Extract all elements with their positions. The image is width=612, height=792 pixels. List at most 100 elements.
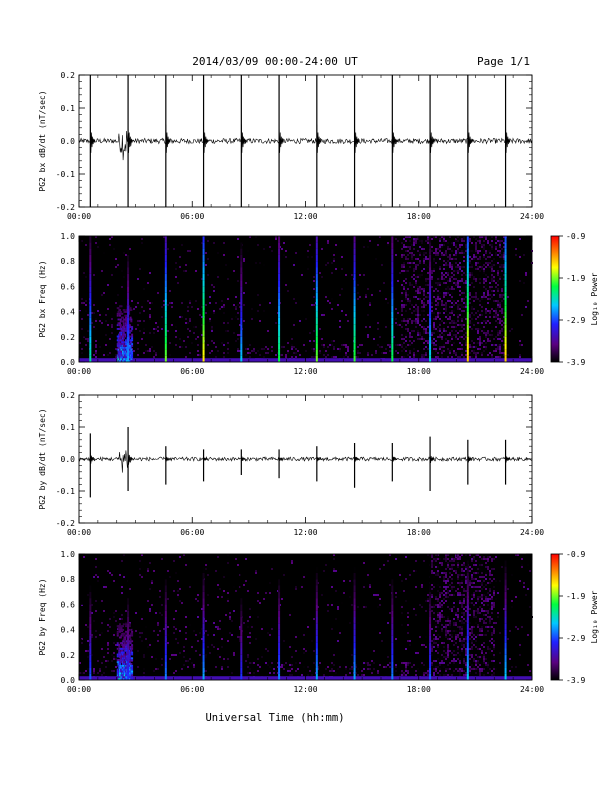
- panel-3-speckle-cell: [247, 626, 249, 628]
- panel-3-speckle-cell: [447, 664, 449, 666]
- panel-1-speckle-cell: [459, 356, 461, 358]
- panel-1-speckle-cell: [285, 284, 287, 286]
- panel-3-speckle-cell: [507, 638, 509, 640]
- panel-1-speckle-cell: [295, 352, 297, 354]
- panel-1-speckle-cell: [339, 348, 341, 350]
- panel-1-speckle-cell: [417, 320, 419, 322]
- panel-3-stripe-segment: [391, 572, 394, 580]
- panel-1-speckle-cell: [439, 324, 441, 326]
- panel-1-speckle-cell: [495, 246, 497, 248]
- panel-1-speckle-cell: [291, 356, 293, 358]
- panel-1-burst-cell: [119, 322, 122, 325]
- panel-1-speckle-cell: [327, 242, 329, 244]
- panel-1-stripe-segment: [240, 330, 243, 337]
- panel-1-speckle-cell: [415, 264, 417, 266]
- panel-3-speckle-cell: [265, 592, 267, 594]
- panel-3-speckle-cell: [441, 614, 443, 616]
- panel-1-speckle-cell: [313, 356, 315, 358]
- panel-3-speckle-cell: [445, 568, 447, 570]
- panel-1-speckle-cell: [443, 328, 445, 330]
- panel-1-speckle-cell: [407, 330, 409, 332]
- panel-1-speckle-cell: [471, 356, 473, 358]
- panel-3-speckle-cell: [465, 666, 467, 668]
- panel-1-speckle-cell: [223, 356, 225, 358]
- panel-1-burst-cell: [125, 310, 128, 313]
- panel-3-speckle-cell: [267, 664, 269, 666]
- panel-1-stripe-segment: [466, 330, 469, 337]
- panel-1-speckle-cell: [413, 356, 415, 358]
- panel-1-speckle-cell: [423, 290, 425, 292]
- panel-1-speckle-cell: [413, 244, 415, 246]
- panel-1-speckle-cell: [471, 328, 473, 330]
- panel-1-speckle-cell: [393, 298, 395, 300]
- panel-3-speckle-cell: [327, 610, 329, 612]
- panel-1-speckle-cell: [415, 354, 417, 356]
- panel-1-speckle-cell: [465, 286, 467, 288]
- panel-1-speckle-cell: [465, 280, 467, 282]
- panel-3-burst-cell: [122, 668, 125, 671]
- panel-3-speckle-cell: [471, 560, 473, 562]
- panel-3-burst-cell: [122, 645, 125, 648]
- panel-3-speckle-cell: [343, 592, 345, 594]
- panel-1-speckle-cell: [419, 324, 421, 326]
- panel-1-speckle-cell: [463, 272, 465, 274]
- panel-1-speckle-cell: [451, 292, 453, 294]
- panel-1-speckle-cell: [451, 330, 453, 332]
- panel-1-speckle-cell: [457, 270, 459, 272]
- panel-3-speckle-cell: [87, 668, 89, 670]
- panel-1-speckle-cell: [479, 336, 481, 338]
- panel-1-speckle-cell: [455, 278, 457, 280]
- panel-3-speckle-cell: [297, 668, 299, 670]
- panel-1-speckle-cell: [447, 288, 449, 290]
- panel-3-burst-cell: [116, 668, 119, 671]
- panel-1-stripe-segment: [202, 292, 205, 299]
- panel-1-speckle-cell: [231, 318, 233, 320]
- panel-3-speckle-cell: [113, 658, 115, 660]
- panel-1-speckle-cell: [359, 344, 361, 346]
- panel-3-burst-cell: [122, 678, 125, 680]
- panel-3-speckle-cell: [107, 570, 109, 572]
- panel-1-speckle-cell: [449, 294, 451, 296]
- panel-1-speckle-cell: [403, 238, 405, 240]
- panel-1-speckle-cell: [141, 338, 143, 340]
- panel-3-speckle-cell: [527, 634, 529, 636]
- panel-3-speckle-cell: [493, 674, 495, 676]
- panel-1-speckle-cell: [319, 272, 321, 274]
- panel-1-burst-cell: [123, 344, 126, 347]
- panel-1-speckle-cell: [485, 236, 487, 238]
- panel-1-speckle-cell: [445, 304, 447, 306]
- panel-3-speckle-cell: [485, 626, 487, 628]
- panel-3-stripe: [466, 554, 469, 680]
- panel-3-speckle-cell: [489, 668, 491, 670]
- panel-3-speckle-cell: [459, 556, 461, 558]
- panel-3-speckle-cell: [289, 664, 291, 666]
- panel-1-speckle-cell: [365, 294, 367, 296]
- panel-3-speckle-cell: [239, 574, 241, 576]
- panel-1-speckle-cell: [413, 238, 415, 240]
- panel-1-speckle-cell: [489, 310, 491, 312]
- panel-1-speckle-cell: [373, 338, 375, 340]
- panel-3-speckle-cell: [459, 638, 461, 640]
- panel-3-speckle-cell: [201, 628, 203, 630]
- panel-1-speckle-cell: [485, 262, 487, 264]
- panel-1-speckle-cell: [285, 256, 287, 258]
- panel-3-stripe-segment: [164, 560, 167, 567]
- panel-3-speckle-cell: [447, 618, 449, 620]
- panel-3-speckle-cell: [455, 570, 457, 572]
- panel-3-speckle-cell: [317, 666, 319, 668]
- panel-1-speckle-cell: [471, 258, 473, 260]
- panel-3-speckle-cell: [441, 572, 443, 574]
- panel-3-speckle-cell: [473, 556, 475, 558]
- panel-3-speckle-cell: [457, 646, 459, 648]
- panel-1-burst-cell: [117, 307, 120, 310]
- panel-1-speckle-cell: [499, 250, 501, 252]
- panel-3-speckle-cell: [477, 590, 479, 592]
- panel-1-speckle-cell: [95, 346, 97, 348]
- panel-1-speckle-cell: [407, 354, 409, 356]
- panel-1-burst-cell: [121, 341, 124, 344]
- panel-1-speckle-cell: [471, 282, 473, 284]
- panel-1-speckle-cell: [173, 248, 175, 250]
- panel-3-stripe-segment: [429, 623, 432, 630]
- panel-1-speckle-cell: [219, 308, 221, 310]
- panel-3-speckle-cell: [263, 598, 265, 600]
